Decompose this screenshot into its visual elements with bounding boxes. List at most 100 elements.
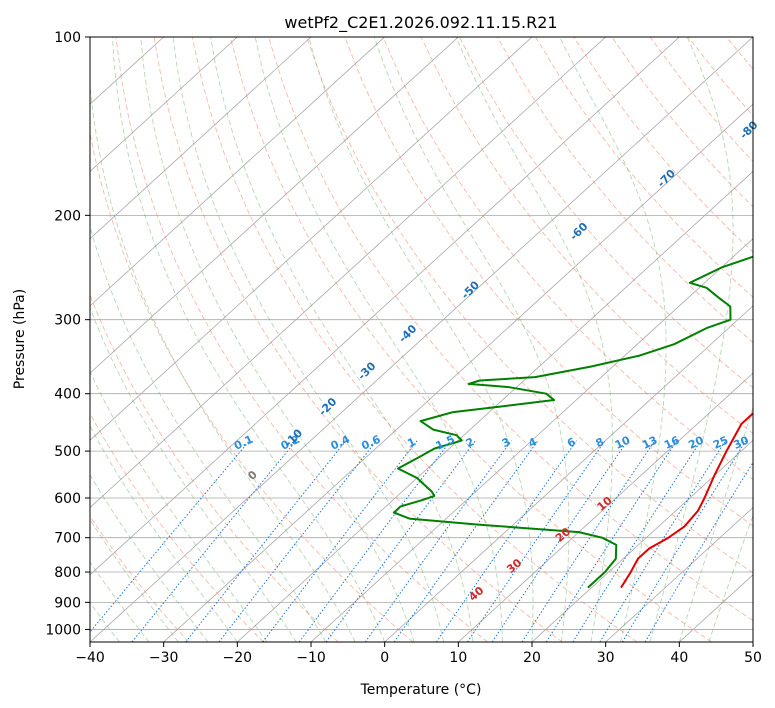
moist-adiabat	[678, 405, 753, 642]
mixing-ratio-line	[491, 440, 629, 642]
dry-adiabat	[306, 37, 753, 574]
moist-adiabat	[308, 37, 534, 642]
mixing-ratio-line	[621, 440, 747, 642]
chart-title: wetPf2_C2E1.2026.092.11.15.R21	[284, 13, 557, 33]
mixing-ratio-label: 10	[613, 433, 633, 451]
isotherm	[90, 37, 533, 441]
isotherm	[90, 37, 606, 509]
dry-adiabat	[765, 37, 775, 642]
dry-adiabat	[687, 37, 753, 117]
mixing-ratio-label: 25	[711, 434, 730, 452]
y-axis: 100 200 300 400 500 600 700 800 900 1000	[45, 30, 90, 638]
x-tick-label: 0	[380, 650, 389, 666]
isotherm	[90, 37, 312, 240]
moist-adiabat	[90, 561, 150, 642]
mixing-ratio-label: 1.5	[434, 433, 457, 453]
x-tick-label: 10	[449, 650, 467, 666]
mixing-ratio-line	[521, 440, 656, 642]
moist-adiabat	[90, 78, 356, 642]
dry-adiabat	[535, 37, 753, 298]
y-tick-label: 600	[54, 491, 81, 507]
moist-adiabat	[649, 37, 734, 642]
mixing-ratio-label: 20	[686, 433, 706, 451]
x-tick-label: −40	[75, 650, 105, 666]
y-tick-label: 200	[54, 208, 81, 224]
y-tick-label: 400	[54, 387, 81, 403]
isotherm	[531, 439, 753, 642]
isotherm	[90, 37, 238, 172]
dry-adiabat	[90, 130, 414, 642]
x-tick-label: 20	[523, 650, 541, 666]
mixing-ratio-line	[185, 440, 347, 642]
mixing-ratio-line	[393, 440, 539, 642]
mixing-ratio-label: 13	[640, 434, 659, 452]
mixing-ratio-line	[545, 440, 678, 642]
x-axis-label: Temperature (°C)	[360, 682, 482, 698]
temperature-profile	[620, 412, 753, 589]
mixing-ratio-line	[298, 440, 452, 642]
dry-adiabat	[268, 37, 753, 622]
moist-adiabat	[373, 37, 570, 642]
dry-adiabat-label: 30	[504, 556, 524, 576]
moist-adiabat	[254, 37, 503, 642]
isotherm	[458, 372, 753, 642]
moist-adiabat	[111, 37, 386, 642]
dry-adiabat	[382, 37, 753, 481]
isotherm	[384, 305, 753, 642]
moist-adiabat	[90, 370, 268, 642]
dry-adiabat	[115, 37, 488, 642]
moist-adiabat-label: -70	[655, 167, 678, 190]
y-tick-label: 100	[54, 30, 81, 46]
mixing-ratio-line	[364, 440, 512, 642]
mixing-ratio-line	[467, 440, 606, 642]
mixing-ratio-label: 30	[731, 433, 751, 451]
mixing-ratio-line	[262, 440, 418, 642]
y-tick-label: 300	[54, 313, 81, 329]
isotherm	[90, 37, 680, 576]
isotherm	[237, 170, 753, 642]
mixing-ratio-line	[90, 440, 250, 633]
dry-adiabat	[90, 515, 190, 642]
y-tick-label: 700	[54, 531, 81, 547]
mixing-ratio-label: 4	[526, 435, 539, 450]
dry-adiabat	[497, 37, 753, 344]
mixing-ratio-label: 2	[464, 435, 476, 450]
moist-adiabat	[90, 425, 238, 642]
mixing-ratio-line	[131, 440, 297, 642]
moist-adiabat	[172, 37, 445, 642]
mixing-ratio-line	[435, 440, 578, 642]
dry-adiabat	[344, 37, 753, 527]
mixing-ratio-line	[644, 461, 753, 642]
dry-adiabat	[90, 412, 264, 642]
mixing-ratio-line	[599, 440, 727, 642]
mixing-ratio-label: 6	[565, 435, 578, 450]
moist-adiabat	[140, 37, 415, 642]
dry-adiabat	[420, 37, 753, 435]
dry-adiabat-label: 40	[466, 584, 486, 604]
moist-adiabat	[90, 306, 297, 642]
dry-adiabat	[229, 37, 712, 642]
moist-adiabat	[708, 514, 753, 642]
moist-adiabat-label: 0	[245, 468, 260, 483]
y-tick-label: 900	[54, 595, 81, 611]
x-tick-label: 30	[597, 650, 615, 666]
mixing-ratio-line	[325, 440, 476, 642]
x-tick-label: −10	[296, 650, 326, 666]
x-tick-label: 50	[744, 650, 762, 666]
dewpoint-profile	[392, 255, 753, 589]
mixing-ratio-label: 0.6	[359, 433, 382, 453]
y-tick-label: 1000	[45, 622, 81, 638]
mixing-ratio-line	[218, 440, 378, 642]
moist-adiabat	[210, 37, 474, 642]
mixing-ratio-label: 0.1	[232, 433, 255, 453]
mixing-ratio-line	[572, 440, 702, 642]
moist-adiabat-label: -80	[737, 118, 760, 141]
moist-adiabat-label: -50	[459, 278, 482, 301]
isotherm	[90, 37, 753, 642]
moist-adiabat-label: -60	[567, 220, 590, 243]
isotherm	[90, 37, 385, 307]
moist-adiabat	[559, 37, 667, 642]
y-tick-label: 800	[54, 565, 81, 581]
mixing-ratio-label: 1	[405, 435, 417, 450]
